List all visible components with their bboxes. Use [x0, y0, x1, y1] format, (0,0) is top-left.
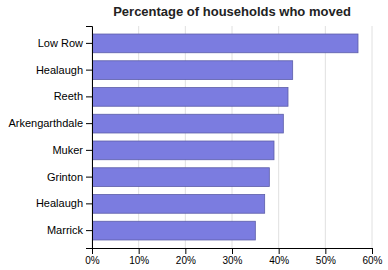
tick-label: 20%: [176, 255, 196, 266]
tick-label: Marrick: [47, 224, 84, 236]
tick: 0%: [85, 248, 100, 266]
grid-line: [372, 26, 373, 248]
tick-label: 60%: [362, 255, 382, 266]
axis-line: [93, 249, 373, 255]
grid-line: [138, 26, 139, 248]
tick-label: 40%: [269, 255, 289, 266]
tick: Grinton: [47, 171, 92, 183]
tick-label: Arkengarthdale: [8, 117, 83, 129]
tick-label: Low Row: [38, 37, 83, 49]
tick-label: Healaugh: [36, 197, 83, 209]
tick-mark: [86, 230, 92, 231]
grid-line: [232, 26, 233, 248]
tick-mark: [325, 248, 326, 254]
tick: Healaugh: [36, 64, 92, 76]
tick: 20%: [176, 248, 196, 266]
bar: [92, 195, 265, 214]
tick-mark: [86, 96, 92, 97]
tick: Low Row: [38, 37, 92, 49]
chart-container: Percentage of households who moved 0% 10% 2…: [0, 0, 388, 270]
bar: [92, 88, 288, 107]
tick-label: Muker: [52, 144, 83, 156]
tick-label: 30%: [222, 255, 242, 266]
grid-line: [185, 26, 186, 248]
axis-line: [86, 27, 93, 249]
tick: Arkengarthdale: [8, 117, 92, 129]
tick: Muker: [52, 144, 92, 156]
tick-label: Healaugh: [36, 64, 83, 76]
category-axis: Low Row Healaugh Reeth Arkengarthdale Muker G…: [8, 27, 92, 249]
tick: 60%: [362, 248, 382, 266]
grid-line: [278, 26, 279, 248]
tick-mark: [86, 177, 92, 178]
bar: [92, 61, 293, 80]
tick-mark: [372, 248, 373, 254]
grid-line: [325, 26, 326, 248]
tick-label: 50%: [316, 255, 336, 266]
tick: Reeth: [54, 90, 92, 102]
tick-mark: [185, 248, 186, 254]
bar: [92, 34, 358, 53]
tick: 50%: [316, 248, 336, 266]
tick-label: 0%: [85, 255, 100, 266]
tick: Healaugh: [36, 197, 92, 209]
tick-label: Reeth: [54, 90, 83, 102]
tick-mark: [86, 70, 92, 71]
tick-label: 10%: [129, 255, 149, 266]
chart: Percentage of households who moved 0% 10% 2…: [0, 0, 388, 270]
bar: [92, 114, 283, 133]
bar: [92, 141, 274, 160]
tick: 30%: [222, 248, 242, 266]
tick-mark: [139, 248, 140, 254]
bars: [92, 34, 358, 240]
tick: Marrick: [47, 224, 92, 236]
tick-label: Grinton: [47, 171, 83, 183]
tick-mark: [86, 203, 92, 204]
tick: 10%: [129, 248, 149, 266]
bar: [92, 168, 269, 187]
tick-mark: [232, 248, 233, 254]
tick-mark: [86, 43, 92, 44]
tick: 40%: [269, 248, 289, 266]
tick-mark: [86, 123, 92, 124]
grid: [92, 26, 372, 248]
tick-mark: [279, 248, 280, 254]
title: Percentage of households who moved: [113, 4, 351, 19]
value-axis: 0% 10% 20% 30% 40% 50% 60%: [85, 248, 382, 266]
bar: [92, 221, 255, 240]
tick-mark: [86, 150, 92, 151]
